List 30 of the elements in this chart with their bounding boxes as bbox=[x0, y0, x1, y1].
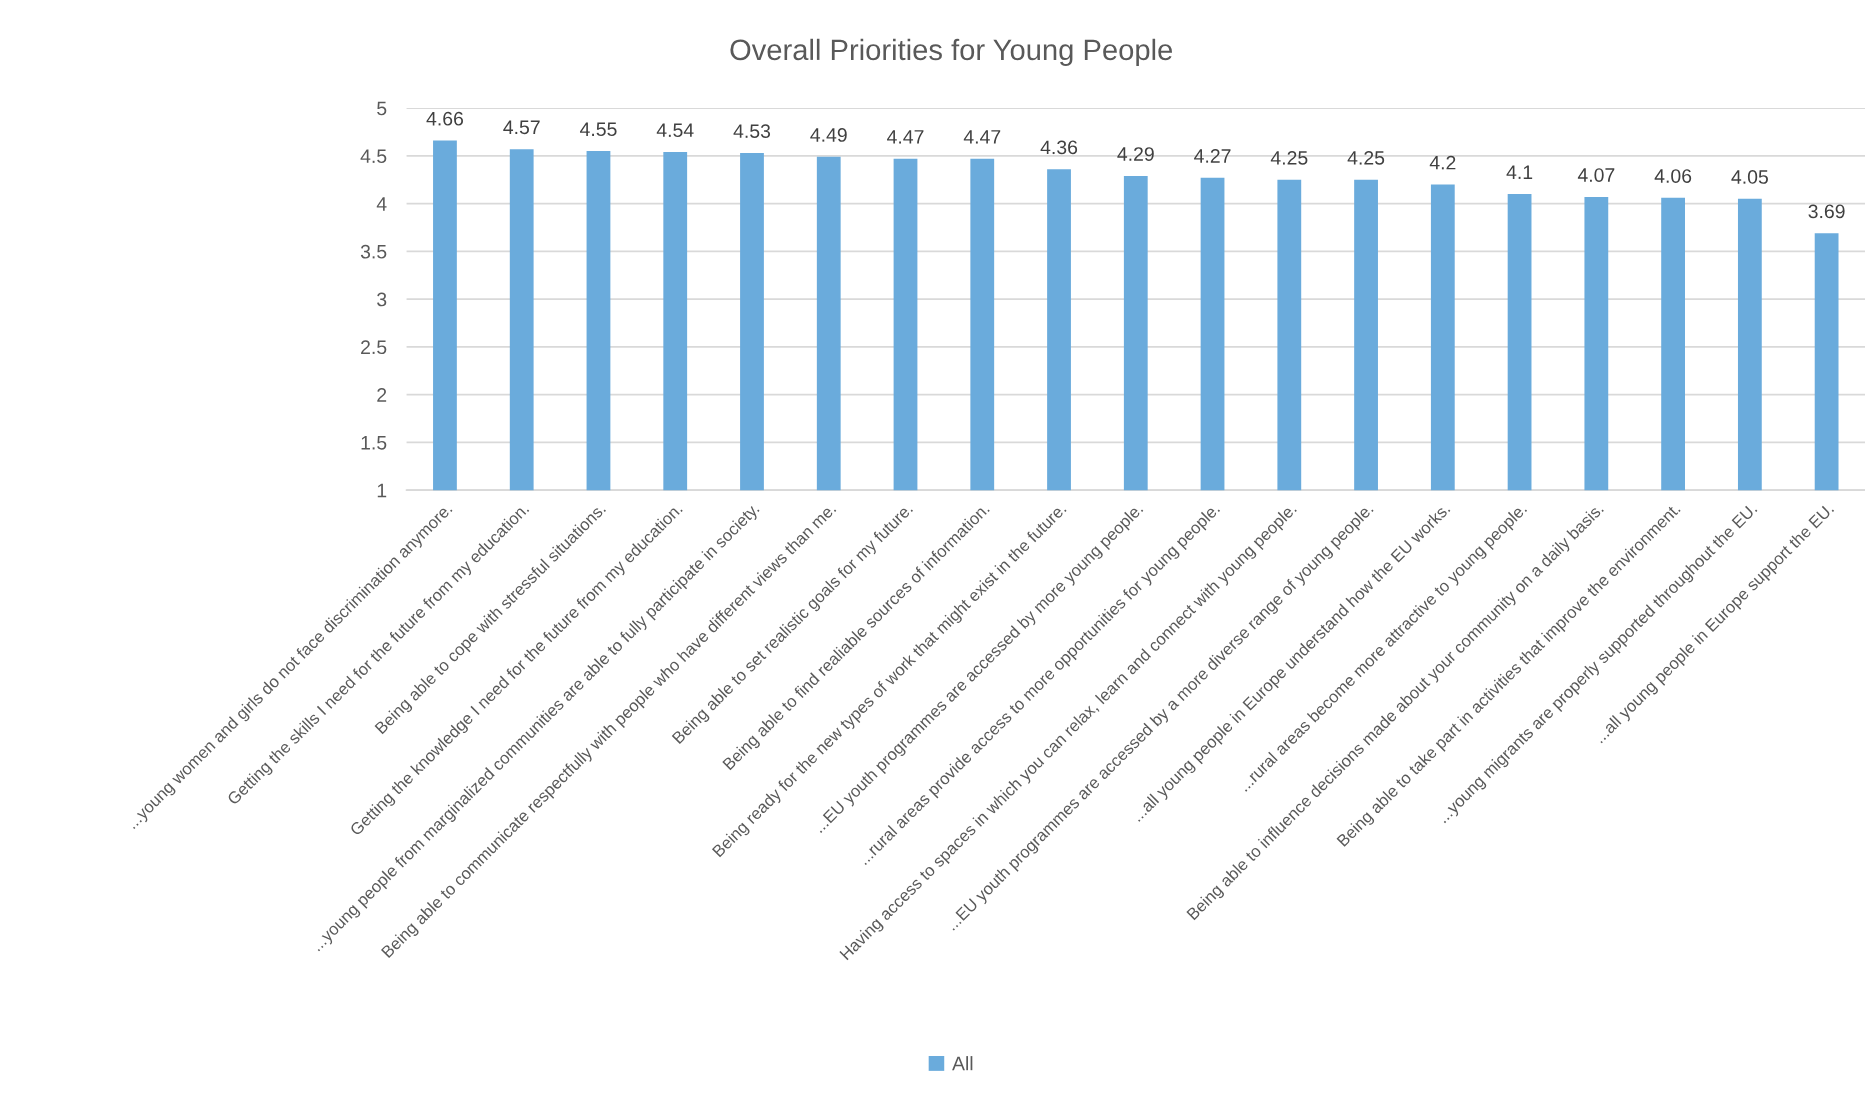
y-tick-label: 3 bbox=[377, 292, 387, 307]
chart-title: Overall Priorities for Young People bbox=[730, 38, 1172, 66]
data-label: 4.05 bbox=[1731, 170, 1768, 184]
data-label: 4.47 bbox=[963, 130, 1001, 144]
y-tick-label: 4.5 bbox=[360, 149, 387, 164]
data-label: 4.57 bbox=[503, 120, 540, 135]
y-tick-label: 1.5 bbox=[361, 436, 387, 450]
y-tick-label: 2.5 bbox=[361, 340, 387, 355]
data-label: 4.66 bbox=[426, 111, 464, 126]
y-tick-label: 4 bbox=[376, 197, 387, 211]
data-label: 4.47 bbox=[887, 130, 924, 144]
data-label: 4.27 bbox=[1194, 149, 1231, 163]
data-label: 4.54 bbox=[656, 123, 694, 138]
data-label: 4.55 bbox=[579, 122, 617, 137]
y-tick-label: 3.5 bbox=[360, 244, 387, 259]
y-tick-label: 2 bbox=[377, 388, 387, 402]
data-label: 4.29 bbox=[1117, 147, 1154, 161]
data-label: 4.53 bbox=[733, 124, 771, 138]
data-label: 3.69 bbox=[1808, 204, 1845, 219]
data-label: 4.25 bbox=[1347, 150, 1385, 165]
legend-label: All bbox=[952, 1056, 973, 1071]
data-label: 4.06 bbox=[1654, 169, 1692, 183]
data-label: 4.49 bbox=[810, 128, 847, 142]
y-tick-label: 1 bbox=[377, 483, 387, 498]
data-label: 4.2 bbox=[1429, 155, 1456, 170]
data-label: 4.1 bbox=[1506, 165, 1533, 179]
y-tick-label: 5 bbox=[377, 101, 387, 116]
data-label: 4.25 bbox=[1270, 150, 1308, 165]
data-label: 4.36 bbox=[1040, 140, 1078, 155]
data-label: 4.07 bbox=[1577, 168, 1615, 182]
